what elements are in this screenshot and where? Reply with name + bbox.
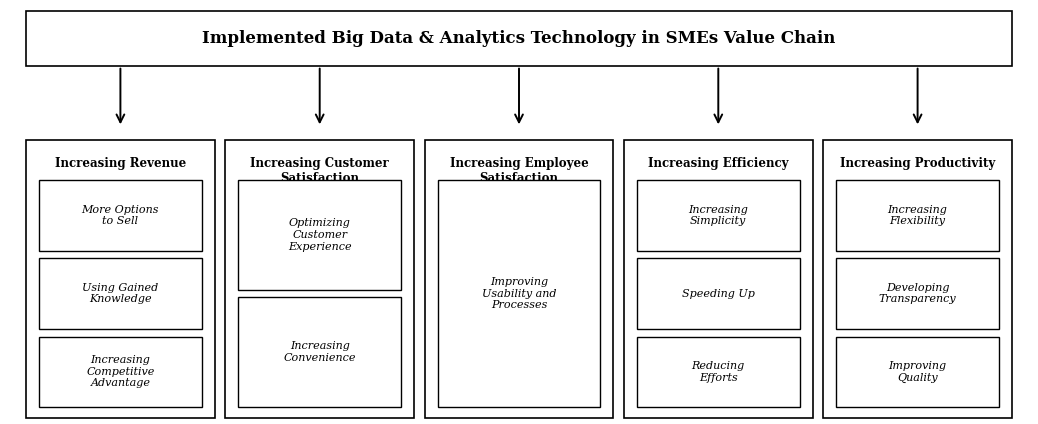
FancyBboxPatch shape xyxy=(637,337,799,407)
Text: Implemented Big Data & Analytics Technology in SMEs Value Chain: Implemented Big Data & Analytics Technol… xyxy=(202,30,836,47)
Text: Increasing
Convenience: Increasing Convenience xyxy=(283,341,356,363)
FancyBboxPatch shape xyxy=(39,258,201,329)
Text: More Options
to Sell: More Options to Sell xyxy=(82,205,159,226)
FancyBboxPatch shape xyxy=(823,140,1012,418)
FancyBboxPatch shape xyxy=(624,140,813,418)
FancyBboxPatch shape xyxy=(637,258,799,329)
FancyBboxPatch shape xyxy=(637,180,799,251)
Text: Speeding Up: Speeding Up xyxy=(682,289,755,298)
Text: Increasing Revenue: Increasing Revenue xyxy=(55,157,186,170)
FancyBboxPatch shape xyxy=(837,180,999,251)
Text: Increasing Customer
Satisfaction: Increasing Customer Satisfaction xyxy=(250,157,389,185)
FancyBboxPatch shape xyxy=(837,258,999,329)
FancyBboxPatch shape xyxy=(239,180,401,290)
Text: Improving
Usability and
Processes: Improving Usability and Processes xyxy=(482,277,556,310)
Text: Increasing
Competitive
Advantage: Increasing Competitive Advantage xyxy=(86,355,155,388)
FancyBboxPatch shape xyxy=(438,180,600,407)
Text: Reducing
Efforts: Reducing Efforts xyxy=(691,361,745,382)
Text: Increasing
Simplicity: Increasing Simplicity xyxy=(688,205,748,226)
Text: Improving
Quality: Improving Quality xyxy=(889,361,947,382)
Text: Using Gained
Knowledge: Using Gained Knowledge xyxy=(82,283,159,304)
Text: Optimizing
Customer
Experience: Optimizing Customer Experience xyxy=(288,218,352,251)
FancyBboxPatch shape xyxy=(425,140,613,418)
FancyBboxPatch shape xyxy=(837,337,999,407)
FancyBboxPatch shape xyxy=(26,140,215,418)
Text: Increasing
Flexibility: Increasing Flexibility xyxy=(887,205,948,226)
Text: Developing
Transparency: Developing Transparency xyxy=(879,283,956,304)
FancyBboxPatch shape xyxy=(239,298,401,407)
Text: Increasing Efficiency: Increasing Efficiency xyxy=(648,157,789,170)
FancyBboxPatch shape xyxy=(225,140,414,418)
FancyBboxPatch shape xyxy=(26,11,1012,66)
Text: Increasing Employee
Satisfaction: Increasing Employee Satisfaction xyxy=(449,157,589,185)
Text: Increasing Productivity: Increasing Productivity xyxy=(840,157,995,170)
FancyBboxPatch shape xyxy=(39,180,201,251)
FancyBboxPatch shape xyxy=(39,337,201,407)
